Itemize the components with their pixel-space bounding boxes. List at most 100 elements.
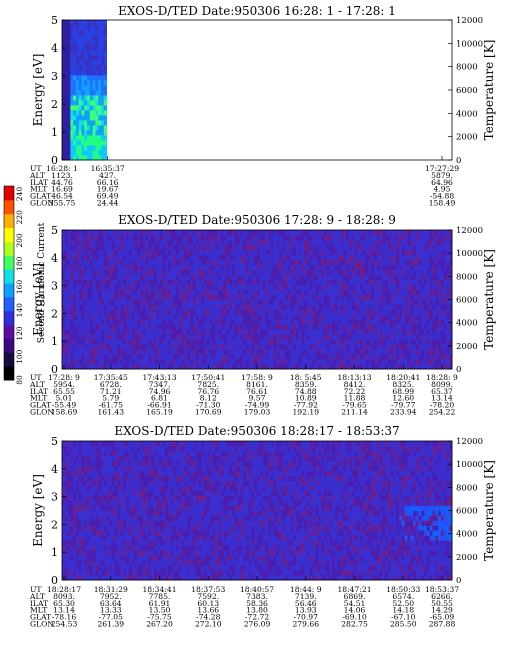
heatmap-cell: [357, 339, 360, 344]
heatmap-cell: [352, 319, 355, 324]
heatmap-cell: [95, 565, 98, 570]
heatmap-cell: [240, 364, 243, 369]
heatmap-cell: [123, 240, 126, 245]
heatmap-cell: [98, 35, 101, 40]
heatmap-cell: [271, 285, 274, 290]
heatmap-cell: [93, 329, 96, 334]
heatmap-cell: [109, 300, 112, 305]
heatmap-cell: [235, 265, 238, 270]
heatmap-cell: [157, 235, 160, 240]
heatmap-cell: [87, 555, 90, 560]
heatmap-cell: [238, 255, 241, 260]
heatmap-cell: [104, 565, 107, 570]
heatmap-cell: [160, 240, 163, 245]
heatmap-cell: [402, 275, 405, 280]
heatmap-cell: [98, 511, 101, 516]
heatmap-cell: [132, 275, 135, 280]
heatmap-cell: [79, 265, 82, 270]
heatmap-cell: [201, 329, 204, 334]
heatmap-cell: [394, 255, 397, 260]
heatmap-cell: [416, 265, 419, 270]
heatmap-cell: [446, 349, 449, 354]
heatmap-cell: [385, 324, 388, 329]
heatmap-cell: [321, 314, 324, 319]
orbit-cell: 158.49: [429, 199, 456, 208]
heatmap-cell: [165, 295, 168, 300]
heatmap-cell: [187, 245, 190, 250]
heatmap-cell: [349, 235, 352, 240]
heatmap-cell: [293, 300, 296, 305]
heatmap-cell: [260, 349, 263, 354]
heatmap-cell: [62, 110, 65, 115]
heatmap-cell: [243, 349, 246, 354]
heatmap-cell: [307, 285, 310, 290]
heatmap-cell: [151, 359, 154, 364]
heatmap-cell: [115, 309, 118, 314]
heatmap-cell: [296, 364, 299, 369]
heatmap-cell: [168, 324, 171, 329]
heatmap-cell: [79, 250, 82, 255]
heatmap-cell: [82, 55, 85, 60]
heatmap-cell: [190, 300, 193, 305]
heatmap-cell: [293, 339, 296, 344]
heatmap-cell: [263, 359, 266, 364]
heatmap-cell: [221, 300, 224, 305]
heatmap-cell: [366, 285, 369, 290]
heatmap-cell: [435, 324, 438, 329]
heatmap-cell: [240, 280, 243, 285]
heatmap-cell: [207, 314, 210, 319]
heatmap-cell: [193, 285, 196, 290]
heatmap-cell: [405, 329, 408, 334]
heatmap-cell: [162, 250, 165, 255]
heatmap-cell: [187, 295, 190, 300]
heatmap-cell: [288, 364, 291, 369]
heatmap-cell: [421, 260, 424, 265]
heatmap-cell: [154, 240, 157, 245]
heatmap-cell: [299, 235, 302, 240]
heatmap-cell: [243, 265, 246, 270]
heatmap-cell: [84, 354, 87, 359]
heatmap-cell: [433, 260, 436, 265]
heatmap-cell: [82, 120, 85, 125]
colorbar-segment: [4, 325, 14, 339]
heatmap-cell: [151, 280, 154, 285]
heatmap-cell: [187, 344, 190, 349]
heatmap-cell: [277, 344, 280, 349]
heatmap-cell: [346, 255, 349, 260]
heatmap-cell: [101, 555, 104, 560]
heatmap-cell: [380, 309, 383, 314]
heatmap-cell: [79, 471, 82, 476]
heatmap-cell: [327, 314, 330, 319]
heatmap-cell: [310, 319, 313, 324]
heatmap-cell: [427, 295, 430, 300]
heatmap-cell: [405, 364, 408, 369]
heatmap-cell: [391, 314, 394, 319]
heatmap-cell: [187, 250, 190, 255]
heatmap-cell: [407, 319, 410, 324]
heatmap-cell: [84, 481, 87, 486]
heatmap-cell: [377, 364, 380, 369]
heatmap-cell: [95, 314, 98, 319]
heatmap-cell: [171, 270, 174, 275]
heatmap-cell: [62, 280, 65, 285]
heatmap-cell: [396, 319, 399, 324]
heatmap-cell: [307, 339, 310, 344]
heatmap-cell: [95, 75, 98, 80]
heatmap-cell: [355, 319, 358, 324]
heatmap-cell: [190, 309, 193, 314]
heatmap-cell: [288, 290, 291, 295]
heatmap-cell: [98, 324, 101, 329]
heatmap-cell: [104, 520, 107, 525]
heatmap-cell: [249, 285, 252, 290]
heatmap-cell: [433, 270, 436, 275]
heatmap-cell: [352, 329, 355, 334]
heatmap-cell: [137, 314, 140, 319]
heatmap-cell: [296, 295, 299, 300]
heatmap-cell: [421, 304, 424, 309]
heatmap-cell: [109, 354, 112, 359]
heatmap-cell: [129, 334, 132, 339]
heatmap-cell: [76, 55, 79, 60]
heatmap-cell: [90, 334, 93, 339]
heatmap-cell: [95, 55, 98, 60]
heatmap-cell: [73, 20, 76, 25]
